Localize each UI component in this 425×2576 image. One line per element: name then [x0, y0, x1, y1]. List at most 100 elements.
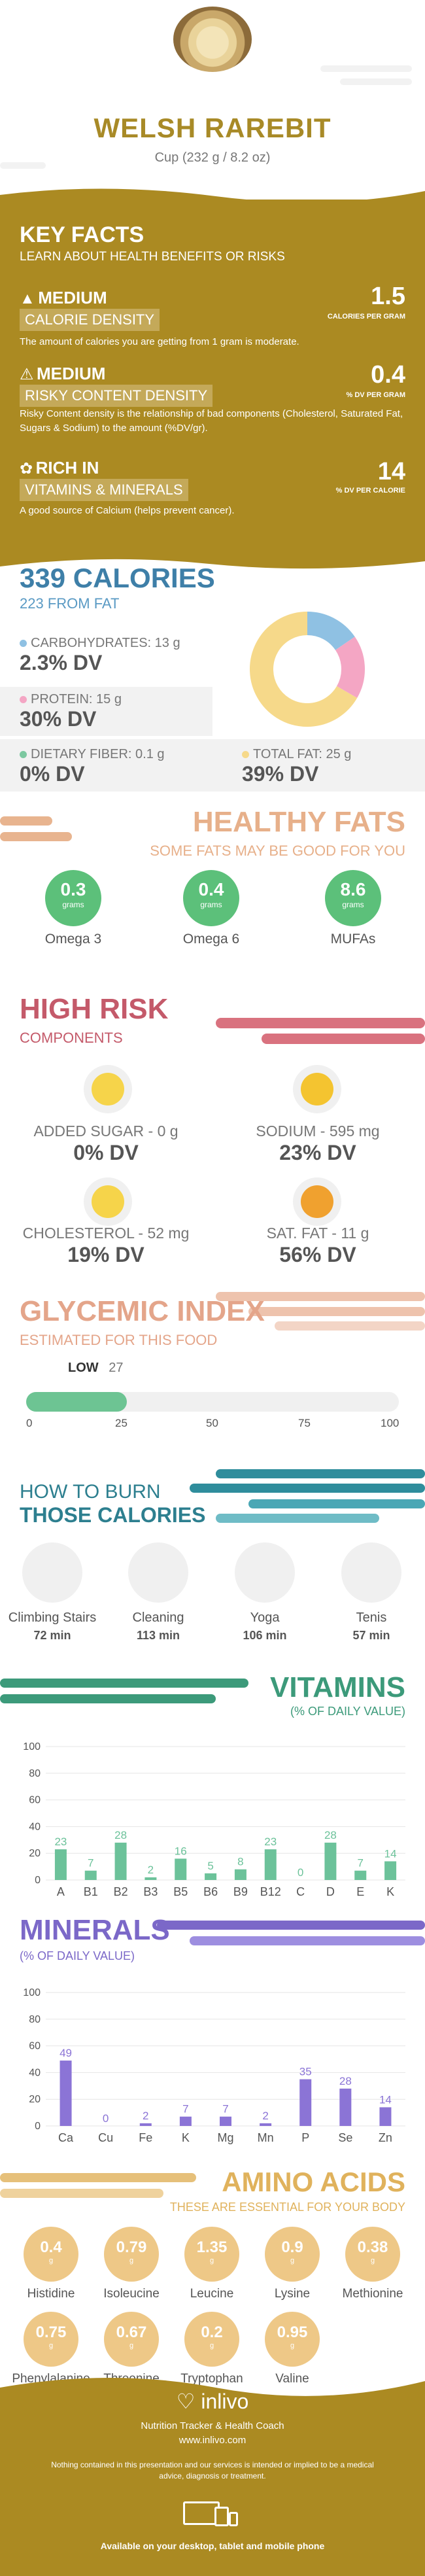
amino-name: Histidine: [27, 2287, 75, 2301]
footer-brand: ♡ inlivo: [0, 2389, 425, 2414]
mineral-value-label: 7: [182, 2103, 188, 2115]
key-fact-name: VITAMINS & MINERALS: [20, 479, 188, 501]
footer-tagline: Nutrition Tracker & Health Coach: [141, 2420, 284, 2431]
amino-unit: g: [290, 2342, 295, 2350]
decorative-bar: [262, 1034, 425, 1044]
fat-name: Omega 6: [182, 931, 240, 947]
amino-circle: 0.38 g: [345, 2227, 400, 2282]
vitamins-bar-chart: 0 20 40 60 80 100 23 A 7 B1 28 B2 2 B3 16 B5 5 B6 8 B9 23 B12…: [23, 1741, 405, 1898]
fat-unit: grams: [200, 900, 222, 909]
mineral-category-label: K: [182, 2131, 190, 2144]
mineral-value-label: 49: [60, 2047, 72, 2059]
amino-value: 0.38: [357, 2238, 388, 2256]
decorative-bar: [0, 1694, 216, 1703]
vitamin-category-label: K: [386, 1885, 394, 1898]
key-fact-desc: The amount of calories you are getting f…: [20, 336, 299, 347]
broom-icon: [128, 1542, 188, 1603]
fiber-dot: [20, 751, 27, 759]
vitamin-bar-B1: [84, 1870, 97, 1880]
risk-label: CHOLESTEROL - 52 mg: [22, 1225, 190, 1242]
decorative-bar: [0, 1679, 248, 1688]
footer-wave: [0, 2378, 425, 2414]
decorative-bar: [0, 162, 46, 169]
vitamin-category-label: D: [326, 1885, 335, 1898]
vitamin-ytick: 80: [29, 1768, 41, 1779]
amino-value: 0.95: [277, 2324, 308, 2341]
key-fact-desc: Risky Content density is the relationshi…: [20, 408, 403, 434]
vitamin-value-label: 28: [324, 1829, 337, 1841]
vitamin-category-label: B9: [233, 1885, 248, 1898]
glycemic-title: GLYCEMIC INDEX: [20, 1295, 265, 1327]
glycemic-level: LOW 27: [68, 1361, 123, 1376]
mineral-category-label: P: [301, 2131, 309, 2144]
glycemic-tick: 75: [298, 1417, 311, 1429]
macro-protein: PROTEIN: 15 g 30% DV: [20, 692, 216, 738]
amino-unit: g: [370, 2257, 375, 2265]
vitamin-category-label: B1: [84, 1885, 98, 1898]
glycemic-subtitle: ESTIMATED FOR THIS FOOD: [20, 1332, 218, 1348]
mineral-ytick: 100: [23, 1987, 41, 1998]
decorative-bar: [248, 1307, 425, 1316]
vitamin-category-label: C: [296, 1885, 305, 1898]
vitamin-bar-B9: [234, 1869, 246, 1880]
mineral-ytick: 0: [35, 2121, 41, 2132]
amino-value: 0.2: [201, 2324, 223, 2341]
heart-icon: ♡: [176, 2390, 196, 2413]
page-title: WELSH RAREBIT: [94, 113, 332, 143]
risk-dv: 0% DV: [73, 1141, 139, 1164]
risk-dv: 19% DV: [67, 1243, 144, 1266]
burn-minutes: 57 min: [352, 1629, 390, 1642]
mineral-bar-Mn: [260, 2123, 272, 2126]
vitamin-bar-B3: [144, 1877, 157, 1880]
minerals-title: MINERALS: [20, 1914, 170, 1946]
decorative-bar: [157, 1921, 425, 1930]
key-fact-vitamins: ✿ RICH IN: [20, 458, 99, 478]
decorative-bar: [216, 1469, 425, 1478]
amino-subtitle: THESE ARE ESSENTIAL FOR YOUR BODY: [169, 2201, 405, 2214]
macro-fat: TOTAL FAT: 25 g 39% DV: [242, 747, 412, 793]
healthy-fats-subtitle: SOME FATS MAY BE GOOD FOR YOU: [150, 843, 405, 859]
amino-unit: g: [48, 2257, 54, 2265]
mineral-category-label: Zn: [379, 2131, 392, 2144]
glycemic-value: 27: [109, 1361, 124, 1375]
calories-subtitle: 223 FROM FAT: [20, 595, 120, 612]
vitamin-value-label: 23: [54, 1836, 67, 1848]
glycemic-tick: 50: [206, 1417, 218, 1429]
key-fact-level: MEDIUM: [38, 288, 107, 307]
decorative-bar: [216, 1514, 379, 1523]
key-fact-value: 0.4: [371, 361, 405, 389]
amino-unit: g: [290, 2257, 295, 2265]
burn-title: HOW TO BURN: [20, 1481, 161, 1503]
macro-label: TOTAL FAT: 25 g: [253, 747, 352, 761]
decorative-bar: [0, 816, 52, 826]
mineral-ytick: 40: [29, 2067, 41, 2078]
glycemic-tick: 25: [115, 1417, 128, 1429]
fat-omega6-circle: 0.4 grams: [183, 870, 239, 926]
mineral-bar-Zn: [379, 2107, 392, 2126]
decorative-bar: [0, 832, 72, 841]
fat-dot: [242, 751, 249, 759]
mineral-bar-Mg: [220, 2116, 231, 2126]
key-facts-title: KEY FACTS: [20, 222, 144, 247]
decorative-bar: [275, 1321, 425, 1331]
amino-unit: g: [209, 2342, 214, 2350]
mineral-bar-Fe: [139, 2123, 152, 2126]
decorative-bar: [216, 1018, 425, 1028]
amino-unit: g: [129, 2342, 134, 2350]
vitamin-bar-B12: [264, 1849, 277, 1880]
fat-unit: grams: [62, 900, 84, 909]
vitamin-bar-A: [54, 1849, 67, 1880]
vitamin-value-label: 5: [207, 1860, 213, 1872]
amino-circle: 0.9 g: [265, 2227, 320, 2282]
key-fact-calorie-density: ▲ MEDIUM: [20, 288, 107, 308]
key-fact-risky-density: ⚠ MEDIUM: [20, 364, 105, 384]
glycemic-level-label: LOW: [68, 1361, 99, 1375]
vitamin-category-label: E: [356, 1885, 364, 1898]
amino-value: 0.75: [35, 2324, 67, 2341]
footer-site-link[interactable]: www.inlivo.com: [178, 2435, 246, 2446]
brand-name: inlivo: [201, 2390, 249, 2413]
mineral-value-label: 2: [143, 2110, 148, 2122]
footer-disclaimer: Nothing contained in this presentation a…: [51, 2460, 374, 2480]
amino-circle: 0.95 g: [265, 2312, 320, 2367]
amino-circle: 0.67 g: [104, 2312, 159, 2367]
